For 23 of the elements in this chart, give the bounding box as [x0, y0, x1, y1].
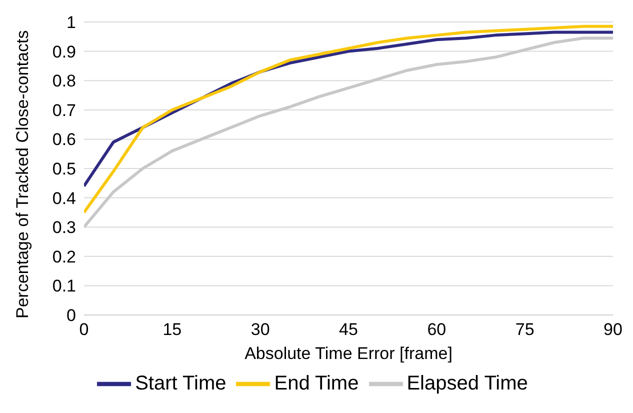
- x-tick-label: 0: [79, 320, 89, 340]
- y-tick-label: 0.6: [52, 130, 76, 150]
- x-tick-label: 45: [339, 320, 358, 340]
- y-tick-label: 1: [66, 13, 76, 32]
- x-tick-label: 60: [427, 320, 446, 340]
- y-tick-label: 0.3: [52, 218, 76, 238]
- y-tick-label: 0.8: [52, 72, 76, 91]
- legend-label: Start Time: [135, 372, 226, 394]
- legend-label: Elapsed Time: [406, 372, 528, 394]
- x-tick-label: 90: [604, 320, 622, 340]
- y-tick-label: 0.2: [52, 247, 76, 266]
- y-tick-label: 0.7: [52, 100, 76, 120]
- y-tick-label: 0.4: [52, 188, 76, 208]
- x-axis-title: Absolute Time Error [frame]: [244, 344, 452, 363]
- x-tick-label: 75: [515, 320, 534, 340]
- y-tick-label: 0.5: [52, 160, 76, 179]
- x-tick-label: 30: [250, 320, 270, 340]
- x-tick-label: 15: [162, 320, 182, 340]
- legend-label: End Time: [274, 372, 359, 394]
- y-axis-title: Percentage of Tracked Close-contacts: [13, 30, 32, 318]
- y-tick-label: 0.1: [52, 276, 76, 296]
- y-tick-label: 0: [66, 306, 76, 326]
- y-tick-label: 0.9: [52, 42, 76, 62]
